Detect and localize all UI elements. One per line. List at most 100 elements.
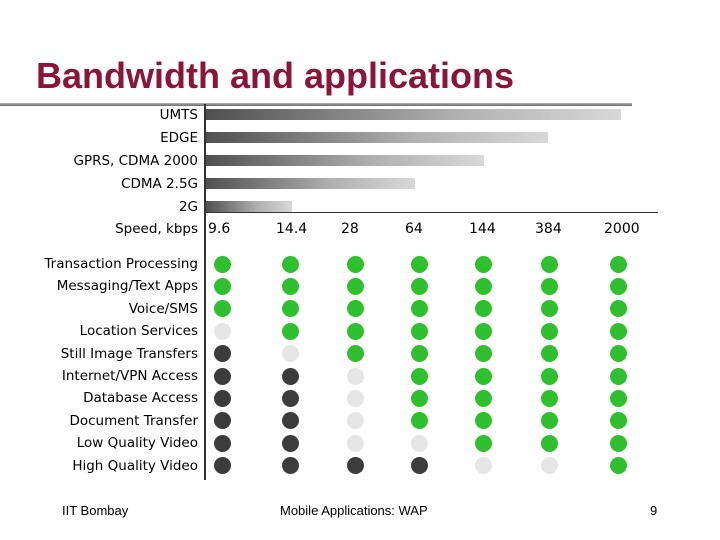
unsupported-dot (281, 389, 299, 407)
supported-dot (609, 322, 627, 340)
application-label: Still Image Transfers (60, 345, 198, 362)
unsupported-dot (213, 434, 231, 452)
application-label: Document Transfer (69, 412, 198, 429)
supported-dot (346, 300, 364, 318)
supported-dot (410, 412, 428, 430)
technology-label: GPRS, CDMA 2000 (73, 153, 199, 169)
slide-title: Bandwidth and applications (36, 55, 515, 96)
supported-dot (410, 345, 428, 363)
supported-dot (474, 322, 492, 340)
application-label: Internet/VPN Access (61, 368, 198, 384)
application-label: Voice/SMS (128, 300, 198, 317)
speed-value: 9.6 (208, 221, 231, 237)
supported-dot (474, 412, 492, 430)
technology-label: CDMA 2.5G (121, 176, 198, 192)
application-label: Database Access (83, 390, 198, 407)
vertical-axis (204, 104, 206, 480)
marginal-dot (540, 457, 558, 475)
supported-dot (609, 277, 627, 295)
technology-label: EDGE (160, 130, 198, 146)
unsupported-dot (213, 412, 231, 430)
supported-dot (540, 412, 558, 430)
supported-dot (474, 277, 492, 295)
supported-dot (540, 300, 558, 318)
supported-dot (346, 277, 364, 295)
unsupported-dot (281, 457, 299, 475)
supported-dot (609, 255, 627, 273)
supported-dot (540, 389, 558, 407)
unsupported-dot (213, 367, 231, 385)
unsupported-dot (281, 412, 299, 430)
supported-dot (410, 367, 428, 385)
footer-center: Mobile Applications: WAP (280, 503, 428, 518)
supported-dot (609, 434, 627, 452)
supported-dot (281, 300, 299, 318)
marginal-dot (346, 434, 364, 452)
speed-value: 2000 (604, 221, 640, 237)
title-underline (0, 103, 632, 106)
application-label: Low Quality Video (76, 435, 198, 452)
marginal-dot (346, 367, 364, 385)
supported-dot (609, 300, 627, 318)
supported-dot (609, 389, 627, 407)
bandwidth-bar (206, 155, 484, 166)
supported-dot (540, 322, 558, 340)
bandwidth-bar (206, 178, 415, 189)
speed-value: 64 (405, 221, 423, 237)
supported-dot (281, 277, 299, 295)
supported-dot (281, 255, 299, 273)
speed-value: 384 (535, 221, 562, 237)
unsupported-dot (213, 389, 231, 407)
supported-dot (474, 345, 492, 363)
application-label: Transaction Processing (44, 256, 198, 272)
supported-dot (474, 434, 492, 452)
bandwidth-bar (206, 109, 621, 120)
unsupported-dot (281, 367, 299, 385)
supported-dot (410, 277, 428, 295)
supported-dot (474, 255, 492, 273)
supported-dot (346, 255, 364, 273)
supported-dot (540, 367, 558, 385)
supported-dot (410, 300, 428, 318)
supported-dot (609, 412, 627, 430)
footer-left: IIT Bombay (62, 503, 129, 518)
technology-label: 2G (178, 199, 198, 215)
application-label: Location Services (79, 323, 198, 340)
marginal-dot (410, 434, 428, 452)
unsupported-dot (410, 457, 428, 475)
supported-dot (540, 345, 558, 363)
supported-dot (540, 255, 558, 273)
supported-dot (540, 434, 558, 452)
speed-value: 28 (341, 221, 359, 237)
unsupported-dot (281, 434, 299, 452)
technology-label: UMTS (159, 107, 198, 123)
supported-dot (474, 389, 492, 407)
supported-dot (346, 345, 364, 363)
supported-dot (609, 345, 627, 363)
supported-dot (609, 457, 627, 475)
supported-dot (213, 255, 231, 273)
bandwidth-bar (206, 201, 292, 212)
marginal-dot (346, 389, 364, 407)
supported-dot (609, 367, 627, 385)
supported-dot (410, 389, 428, 407)
marginal-dot (281, 345, 299, 363)
speed-value: 144 (469, 221, 496, 237)
marginal-dot (474, 457, 492, 475)
supported-dot (281, 322, 299, 340)
speed-axis-label: Speed, kbps (115, 221, 198, 237)
unsupported-dot (346, 457, 364, 475)
unsupported-dot (213, 457, 231, 475)
marginal-dot (346, 412, 364, 430)
speed-value: 14.4 (276, 221, 308, 237)
unsupported-dot (213, 345, 231, 363)
page-number: 9 (650, 503, 658, 518)
supported-dot (213, 300, 231, 318)
supported-dot (474, 367, 492, 385)
supported-dot (213, 277, 231, 295)
bandwidth-bar (206, 132, 548, 143)
supported-dot (540, 277, 558, 295)
supported-dot (474, 300, 492, 318)
horizontal-axis (204, 212, 658, 213)
supported-dot (410, 255, 428, 273)
